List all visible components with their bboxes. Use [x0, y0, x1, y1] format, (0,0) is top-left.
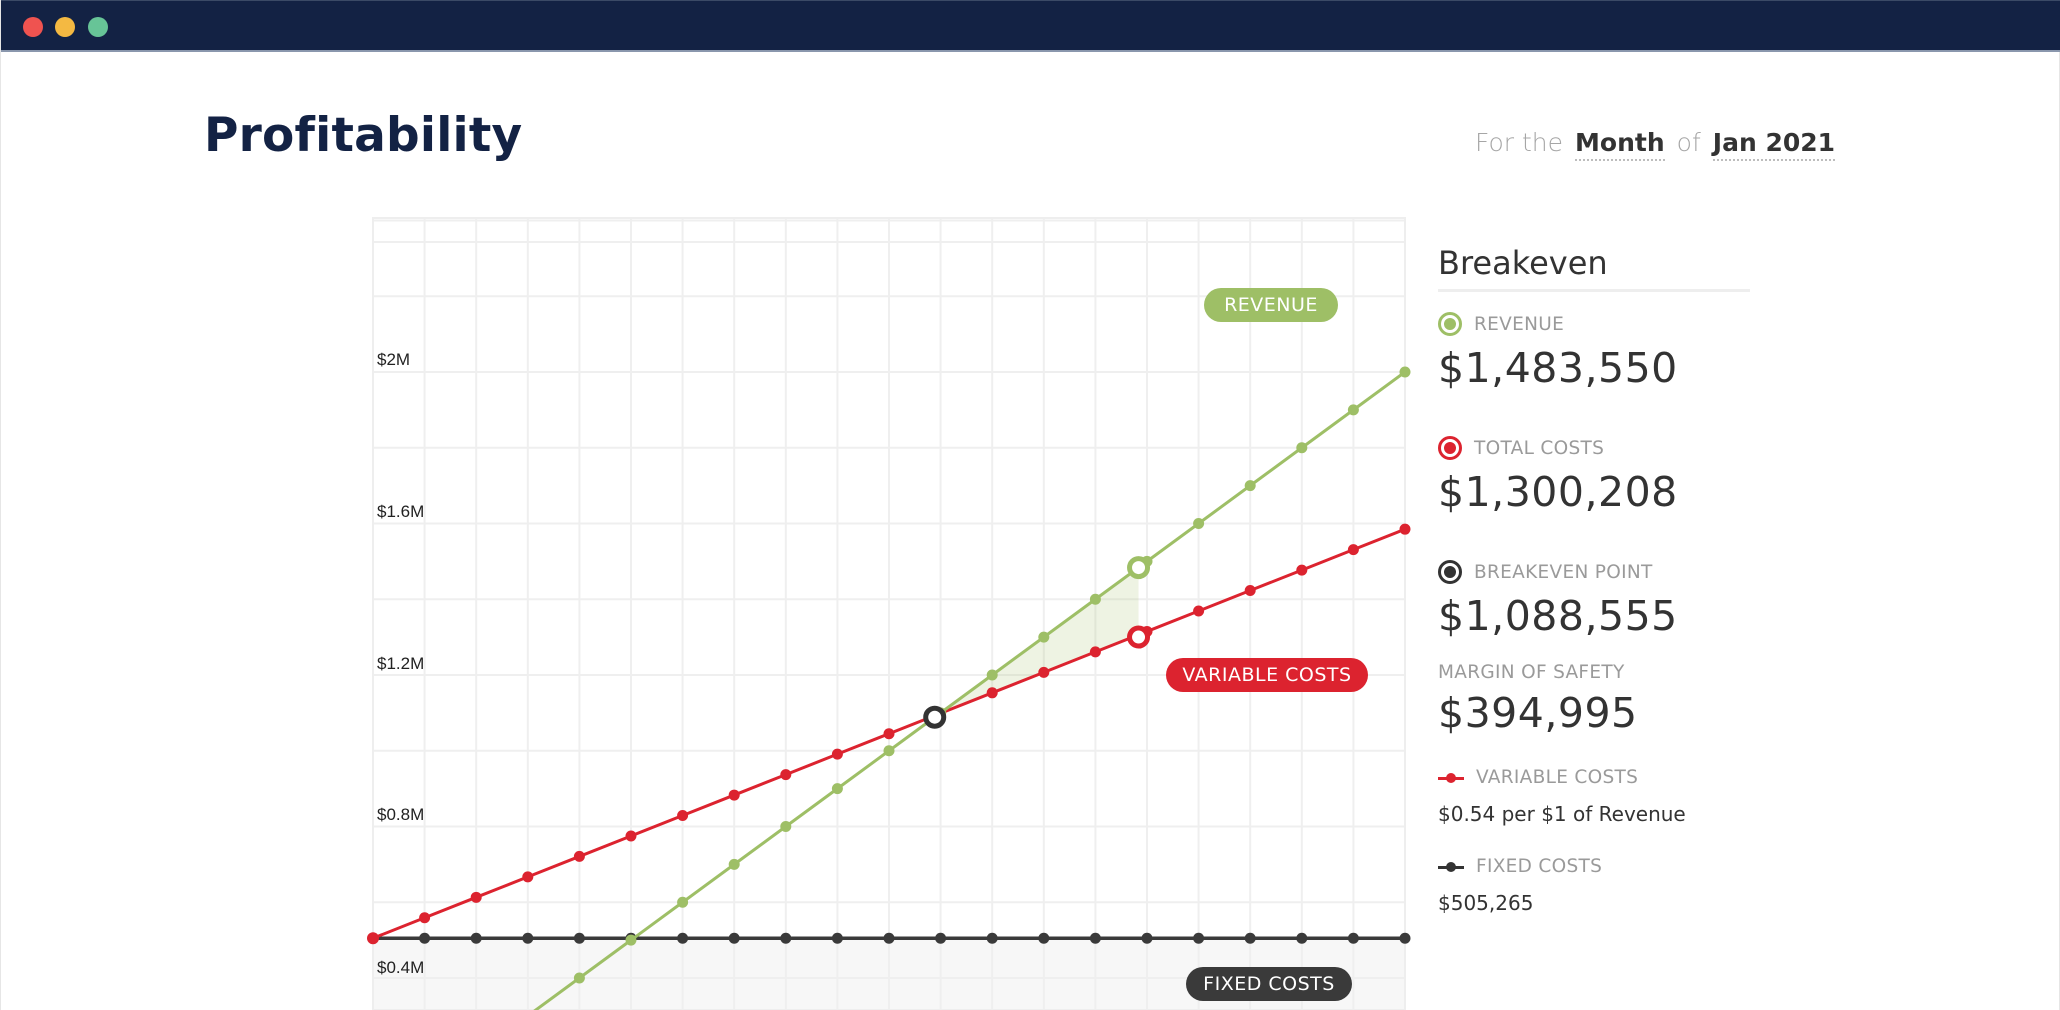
- breakeven-marker-icon: [1438, 560, 1462, 584]
- fixed-costs-series-label[interactable]: FIXED COSTS: [1186, 967, 1352, 1001]
- fixed-costs-label-text: FIXED COSTS: [1476, 856, 1603, 877]
- y-tick-label: $0.8M: [377, 805, 425, 824]
- revenue-value: $1,483,550: [1438, 344, 1678, 392]
- period-date-dropdown[interactable]: Jan 2021: [1712, 128, 1836, 161]
- margin-of-safety-label: MARGIN OF SAFETY: [1438, 662, 1625, 683]
- margin-of-safety-value: $394,995: [1438, 689, 1638, 737]
- total-costs-value: $1,300,208: [1438, 468, 1678, 516]
- y-tick-label: $1.6M: [377, 502, 425, 521]
- variable-costs-value: $0.54 per $1 of Revenue: [1438, 802, 1686, 826]
- revenue-marker-icon: [1438, 312, 1462, 336]
- fixed-costs-metric-label: FIXED COSTS: [1438, 856, 1750, 877]
- panel-title: Breakeven: [1438, 240, 1750, 292]
- period-prefix: For the: [1475, 128, 1564, 157]
- revenue-label-text: REVENUE: [1474, 313, 1565, 335]
- breakeven-metric-label: BREAKEVEN POINT: [1438, 560, 1750, 584]
- close-window-button[interactable]: [23, 17, 43, 37]
- page-title: Profitability: [204, 108, 523, 163]
- variable-costs-metric-label: VARIABLE COSTS: [1438, 767, 1750, 788]
- period-unit-dropdown[interactable]: Month: [1575, 128, 1665, 161]
- title-bar: [1, 0, 2060, 52]
- breakeven-panel: Breakeven REVENUE $1,483,550 TOTAL COSTS…: [1438, 240, 1750, 915]
- minimize-window-button[interactable]: [55, 17, 75, 37]
- maximize-window-button[interactable]: [88, 17, 108, 37]
- total-costs-label-text: TOTAL COSTS: [1474, 437, 1605, 459]
- breakeven-value: $1,088,555: [1438, 592, 1678, 640]
- y-tick-label: $0.4M: [377, 958, 425, 977]
- y-tick-label: $2M: [377, 350, 411, 369]
- fixed-costs-line-icon: [1438, 861, 1464, 873]
- revenue-series-label[interactable]: REVENUE: [1204, 288, 1338, 322]
- fixed-costs-value: $505,265: [1438, 891, 1534, 915]
- breakeven-label-text: BREAKEVEN POINT: [1474, 561, 1653, 583]
- revenue-metric-label: REVENUE: [1438, 312, 1750, 336]
- y-tick-label: $1.2M: [377, 654, 425, 673]
- variable-costs-label-text: VARIABLE COSTS: [1476, 767, 1639, 788]
- variable-costs-series-label[interactable]: VARIABLE COSTS: [1166, 658, 1368, 692]
- period-selector: For the Month of Jan 2021: [1475, 128, 1847, 161]
- total-costs-metric-label: TOTAL COSTS: [1438, 436, 1750, 460]
- variable-costs-line-icon: [1438, 772, 1464, 784]
- total-costs-marker-icon: [1438, 436, 1462, 460]
- period-of: of: [1676, 128, 1701, 157]
